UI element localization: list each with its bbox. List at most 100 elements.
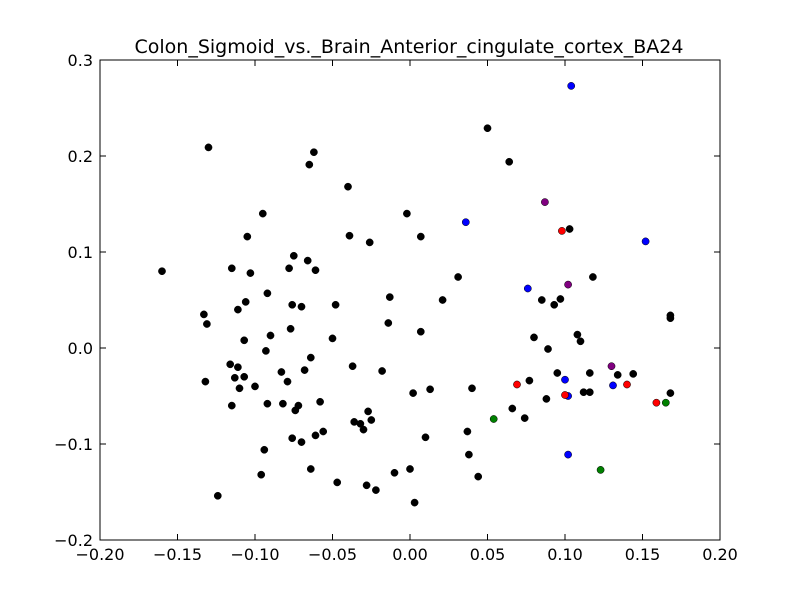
data-point-black: [227, 401, 236, 410]
data-point-black: [385, 293, 394, 301]
data-point-blue: [461, 218, 470, 227]
data-point-black: [297, 302, 306, 311]
data-point-black: [319, 427, 328, 436]
data-point-red: [623, 380, 631, 389]
data-point-green: [661, 398, 670, 407]
data-point-blue: [641, 237, 650, 246]
data-point-black: [345, 231, 354, 240]
data-point-black: [542, 395, 551, 403]
data-point-black: [333, 478, 342, 487]
data-point-black: [246, 269, 255, 277]
x-tick-label: 0.05: [470, 545, 506, 564]
chart-title: Colon_Sigmoid_vs._Brain_Anterior_cingula…: [135, 36, 684, 58]
data-point-blue: [609, 381, 617, 390]
data-point-black: [666, 389, 675, 397]
x-tick-label: −0.05: [308, 545, 357, 564]
x-tick-label: 0.00: [392, 545, 428, 564]
plot-frame: [99, 59, 721, 541]
data-point-black: [226, 360, 235, 369]
data-point-black: [576, 337, 585, 346]
data-point-black: [537, 296, 546, 304]
x-tick-label: −0.20: [75, 545, 124, 564]
data-point-black: [474, 472, 483, 481]
data-point-black: [629, 370, 638, 378]
data-point-black: [234, 305, 242, 314]
data-point-black: [530, 333, 538, 342]
data-point-black: [390, 468, 399, 477]
data-point-black: [520, 414, 529, 422]
data-point-black: [263, 289, 272, 298]
data-point-purple: [541, 198, 549, 206]
data-point-black: [468, 384, 476, 393]
data-point-black: [556, 295, 565, 303]
data-point-black: [306, 353, 315, 362]
data-point-black: [454, 273, 462, 281]
data-point-black: [426, 385, 434, 394]
data-point-black: [525, 376, 534, 385]
data-point-black: [258, 209, 267, 218]
data-point-black: [348, 362, 357, 371]
data-point-black: [585, 369, 594, 377]
data-point-black: [204, 143, 213, 152]
data-point-purple: [564, 280, 572, 289]
data-point-black: [230, 373, 239, 382]
data-point-black: [262, 347, 270, 355]
data-point-black: [406, 465, 414, 473]
y-tick-label: 0.3: [68, 51, 93, 70]
data-point-black: [288, 434, 297, 443]
data-point-black: [306, 465, 315, 473]
data-point-black: [297, 438, 306, 446]
data-point-black: [565, 225, 574, 233]
data-point-black: [550, 300, 559, 309]
data-point-blue: [561, 375, 569, 384]
data-point-black: [260, 445, 269, 454]
data-point-black: [303, 256, 312, 265]
y-tick-label: 0.1: [68, 243, 93, 262]
data-point-green: [489, 415, 498, 423]
data-point-red: [561, 391, 569, 399]
data-point-black: [311, 431, 320, 440]
data-point-black: [289, 251, 298, 260]
data-point-black: [283, 377, 292, 386]
data-point-black: [666, 314, 675, 323]
data-point-black: [483, 124, 492, 133]
data-point-black: [362, 481, 371, 490]
data-point-black: [243, 232, 252, 241]
data-point-black: [311, 266, 320, 275]
data-point-black: [294, 401, 303, 410]
data-point-black: [158, 267, 166, 276]
data-point-black: [316, 397, 324, 406]
data-point-black: [266, 331, 275, 340]
y-tick-label: −0.1: [54, 435, 93, 454]
data-point-black: [279, 399, 287, 408]
data-point-black: [257, 470, 266, 479]
data-point-blue: [523, 284, 532, 293]
data-point-black: [384, 319, 393, 327]
data-point-black: [465, 450, 473, 459]
data-point-black: [344, 182, 352, 191]
data-point-black: [285, 264, 293, 273]
y-tick-label: 0.2: [68, 147, 93, 166]
data-point-black: [288, 300, 297, 309]
data-point-green: [596, 466, 605, 474]
data-point-black: [438, 296, 447, 304]
data-point-black: [277, 368, 286, 376]
data-point-black: [416, 232, 425, 241]
y-tick-label: −0.2: [54, 531, 93, 550]
data-point-black: [203, 320, 211, 328]
data-point-black: [227, 264, 236, 273]
data-point-black: [241, 298, 250, 306]
data-point-blue: [564, 450, 572, 459]
data-point-red: [558, 227, 566, 235]
points-layer: [158, 82, 675, 507]
data-point-black: [544, 345, 552, 353]
data-point-red: [513, 380, 521, 389]
data-point-black: [328, 334, 337, 343]
data-point-black: [240, 336, 249, 345]
data-point-black: [416, 327, 425, 336]
data-point-black: [359, 425, 368, 434]
data-point-black: [200, 310, 208, 319]
data-point-black: [403, 209, 411, 218]
data-point-red: [652, 398, 661, 407]
